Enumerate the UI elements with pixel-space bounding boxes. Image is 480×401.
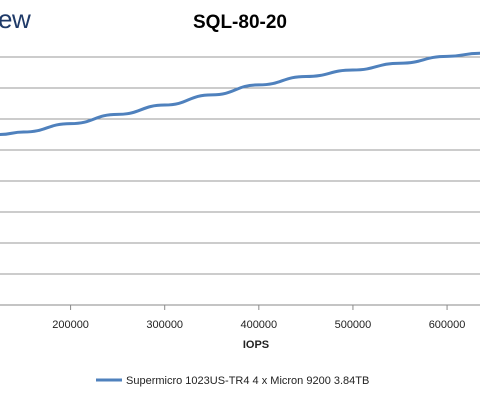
x-tick-label: 600000	[429, 319, 466, 331]
grid-lines	[0, 56, 480, 306]
logo-text-fragment: ew	[0, 4, 31, 34]
x-tick-label: 500000	[335, 319, 372, 331]
x-axis-label: IOPS	[243, 339, 269, 351]
x-tick-labels: 200000 300000 400000 500000 600000	[52, 319, 465, 331]
x-tick-label: 400000	[240, 319, 277, 331]
chart-axes	[70, 305, 448, 310]
legend: Supermicro 1023US-TR4 4 x Micron 9200 3.…	[96, 375, 369, 387]
series-line	[0, 51, 480, 136]
chart-title: SQL-80-20	[193, 12, 287, 33]
x-tick-label: 300000	[146, 319, 183, 331]
x-tick-label: 200000	[52, 319, 89, 331]
legend-label: Supermicro 1023US-TR4 4 x Micron 9200 3.…	[126, 375, 369, 387]
series-lines	[0, 51, 480, 136]
